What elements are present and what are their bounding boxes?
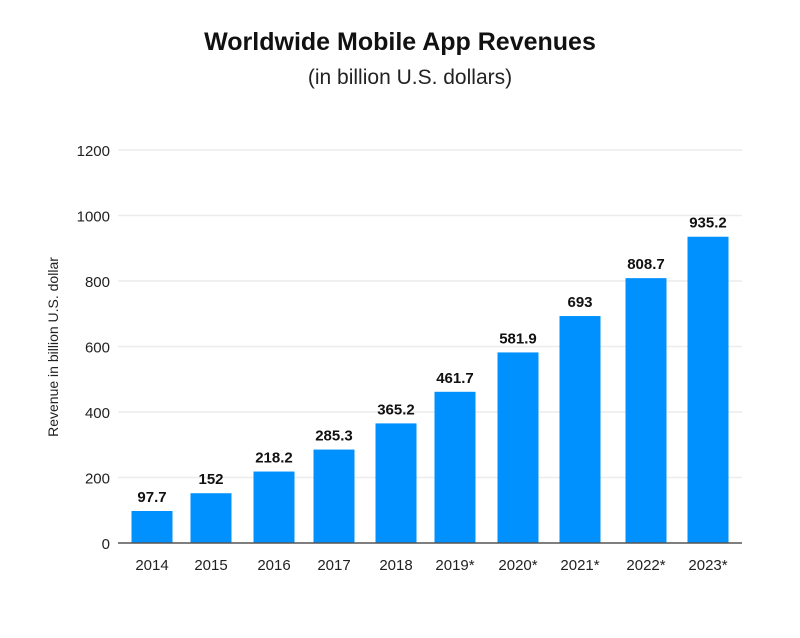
chart-title: Worldwide Mobile App Revenues	[204, 28, 596, 56]
y-tick-label: 1000	[77, 209, 110, 226]
bar	[687, 236, 729, 544]
bar	[434, 391, 476, 543]
x-tick-label: 2015	[194, 557, 227, 574]
x-tick-label: 2022*	[626, 557, 665, 574]
data-label: 365.2	[377, 401, 415, 418]
x-tick-label: 2021*	[560, 557, 599, 574]
bar	[190, 493, 232, 543]
x-tick-label: 2014	[135, 557, 168, 574]
data-label: 461.7	[436, 370, 474, 387]
data-label: 581.9	[499, 330, 537, 347]
x-tick-label: 2020*	[498, 557, 537, 574]
bar	[313, 449, 355, 543]
x-tick-label: 2019*	[435, 557, 474, 574]
chart-subtitle: (in billion U.S. dollars)	[307, 66, 513, 89]
y-tick-label: 400	[85, 405, 110, 422]
y-tick-label: 800	[85, 274, 110, 291]
x-tick-label: 2018	[379, 557, 412, 574]
bar	[375, 423, 417, 543]
y-tick-label: 1200	[77, 143, 110, 160]
data-label: 152	[198, 471, 223, 488]
bar	[253, 471, 295, 543]
data-label: 285.3	[315, 428, 353, 445]
data-label: 935.2	[689, 215, 727, 232]
y-tick-label: 0	[102, 536, 110, 553]
y-tick-label: 200	[85, 471, 110, 488]
bar	[497, 352, 539, 543]
bar	[559, 316, 601, 543]
x-tick-label: 2023*	[688, 557, 727, 574]
data-label: 97.7	[137, 489, 166, 506]
data-label: 693	[567, 294, 592, 311]
y-tick-label: 600	[85, 340, 110, 357]
data-label: 218.2	[255, 450, 293, 467]
data-label: 808.7	[627, 256, 665, 273]
y-axis-label: Revenue in billion U.S. dollar	[45, 257, 61, 437]
bar	[131, 511, 173, 543]
bar	[625, 278, 667, 543]
x-tick-label: 2016	[257, 557, 290, 574]
x-tick-label: 2017	[317, 557, 350, 574]
